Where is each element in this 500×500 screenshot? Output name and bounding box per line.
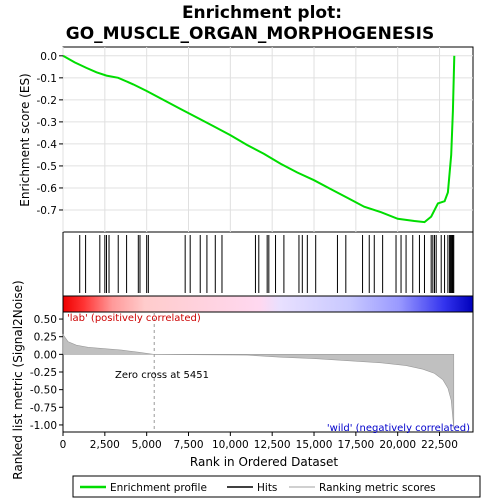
metric-y-tick-label-1: 0.25 <box>34 332 57 344</box>
legend-label-hits: Hits <box>257 482 277 494</box>
x-ticks: 0 2,500 5,000 7,500 10,000 12,500 15,000 17,500… <box>60 432 458 451</box>
legend-label-enrichment: Enrichment profile <box>110 482 207 494</box>
metric-y-ticks: 0.50 0.25 0.00 -0.25 -0.50 -0.75 -1.00 <box>30 314 63 432</box>
es-y-tick-label-4: -0.4 <box>37 139 58 151</box>
metric-y-tick-label-6: -1.00 <box>30 420 57 432</box>
es-y-tick-label-5: -0.5 <box>37 161 58 173</box>
es-y-tick-label-7: -0.7 <box>37 205 58 217</box>
metric-panel <box>62 311 474 433</box>
enrichment-profile-line <box>62 54 456 224</box>
chart-title-line-1: Enrichment plot: <box>182 3 342 23</box>
metric-area-fill <box>62 333 455 429</box>
es-y-tick-label-1: -0.1 <box>37 73 58 85</box>
metric-y-axis-label: Ranked list metric (Signal2Noise) <box>11 280 25 479</box>
x-axis-label: Rank in Ordered Dataset <box>190 455 338 469</box>
chart-title-line-2: GO_MUSCLE_ORGAN_MORPHOGENESIS <box>66 24 435 44</box>
x-tick-label-7: 17,500 <box>337 439 374 451</box>
x-tick-label-1: 2,500 <box>90 439 120 451</box>
x-tick-label-6: 15,000 <box>296 439 333 451</box>
es-y-axis-label: Enrichment score (ES) <box>18 73 32 206</box>
metric-area <box>62 333 455 429</box>
enrichment-panel <box>62 46 474 233</box>
es-y-tick-label-0: 0.0 <box>40 51 57 63</box>
x-tick-label-8: 20,000 <box>379 439 416 451</box>
es-y-tick-label-6: -0.6 <box>37 183 58 195</box>
x-tick-label-5: 12,500 <box>254 439 291 451</box>
legend-label-metric: Ranking metric scores <box>319 482 436 494</box>
hit-lines <box>79 235 455 293</box>
metric-y-tick-label-4: -0.50 <box>30 385 57 397</box>
negative-label: 'wild' (negatively correlated) <box>327 423 470 434</box>
es-y-ticks: 0.0 -0.1 -0.2 -0.3 -0.4 -0.5 -0.6 -0.7 <box>37 51 63 217</box>
es-y-tick-label-2: -0.2 <box>37 95 58 107</box>
x-tick-label-9: 22,500 <box>421 439 458 451</box>
metric-y-tick-label-2: 0.00 <box>34 349 57 361</box>
enrichment-curve <box>62 54 456 224</box>
metric-y-tick-label-5: -0.75 <box>30 402 57 414</box>
x-tick-label-4: 10,000 <box>212 439 249 451</box>
metric-y-tick-label-0: 0.50 <box>34 314 57 326</box>
x-tick-label-0: 0 <box>60 439 67 451</box>
x-tick-label-2: 5,000 <box>132 439 162 451</box>
es-y-tick-label-3: -0.3 <box>37 117 58 129</box>
x-tick-label-3: 7,500 <box>173 439 203 451</box>
rank-color-bar <box>62 295 474 313</box>
hits-panel <box>62 231 474 297</box>
zero-cross-label: Zero cross at 5451 <box>115 370 209 381</box>
metric-y-tick-label-3: -0.25 <box>30 367 57 379</box>
legend-box <box>72 475 481 498</box>
positive-label: 'lab' (positively correlated) <box>67 313 201 324</box>
